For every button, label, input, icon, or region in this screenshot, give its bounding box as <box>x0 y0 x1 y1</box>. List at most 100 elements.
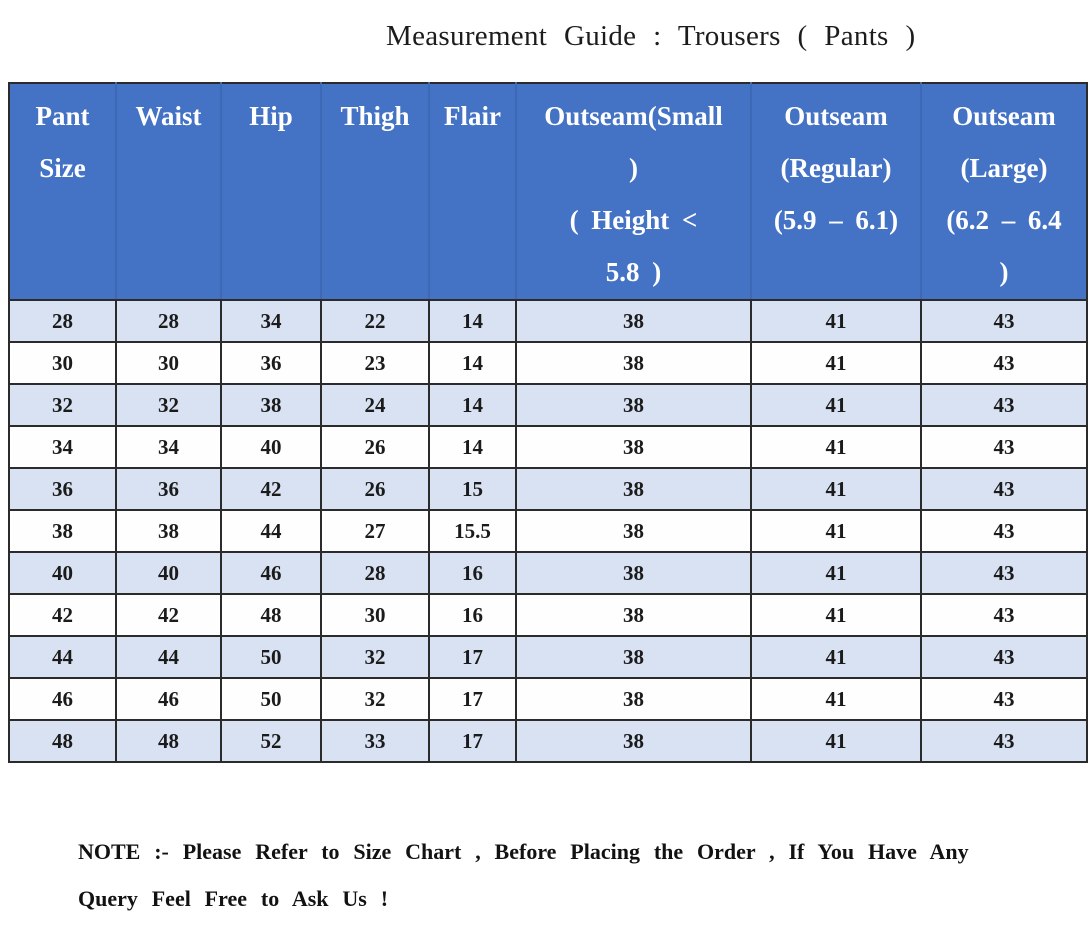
table-cell: 30 <box>8 341 117 385</box>
header-cell-line: Hip <box>249 101 293 131</box>
table-cell: 17 <box>428 677 517 721</box>
header-cell-line: (5.9 – 6.1) <box>773 205 899 235</box>
table-cell: 44 <box>220 509 322 553</box>
table-cell: 15 <box>428 467 517 511</box>
header-cell-line: Waist <box>135 101 202 131</box>
table-cell: 41 <box>750 635 922 679</box>
header-cell-line: ( Height < <box>569 205 698 235</box>
table-cell: 43 <box>920 593 1088 637</box>
header-cell-line: Flair <box>444 101 501 131</box>
table-cell: 48 <box>8 719 117 763</box>
table-header: Pant Size Waist Hip Thigh Flair Outseam(Small)… <box>8 82 1088 301</box>
table-cell: 38 <box>515 467 752 511</box>
header-cell-line: Size <box>39 153 86 183</box>
table-cell: 41 <box>750 383 922 427</box>
table-cell: 17 <box>428 635 517 679</box>
table-cell: 38 <box>115 509 222 553</box>
table-cell: 43 <box>920 425 1088 469</box>
table-cell: 41 <box>750 467 922 511</box>
table-row: 28 28 34 22 14 38 41 43 <box>8 299 1088 343</box>
note-line-1: NOTE :- Please Refer to Size Chart , Bef… <box>78 839 969 864</box>
table-cell: 28 <box>115 299 222 343</box>
header-cell-line: Outseam <box>952 101 1056 131</box>
header-cell: Outseam (Regular) (5.9 – 6.1) <box>750 82 922 301</box>
table-cell: 15.5 <box>428 509 517 553</box>
table-cell: 43 <box>920 677 1088 721</box>
table-cell: 41 <box>750 593 922 637</box>
header-cell-line: Pant <box>35 101 90 131</box>
table-row: 42 42 48 30 16 38 41 43 <box>8 593 1088 637</box>
table-row: 40 40 46 28 16 38 41 43 <box>8 551 1088 595</box>
table-cell: 22 <box>320 299 430 343</box>
table-row: 32 32 38 24 14 38 41 43 <box>8 383 1088 427</box>
table-cell: 38 <box>515 383 752 427</box>
table-cell: 27 <box>320 509 430 553</box>
table-cell: 34 <box>220 299 322 343</box>
header-cell-line: (Large) <box>960 153 1048 183</box>
note-line-2: Query Feel Free to Ask Us ! <box>78 886 389 911</box>
header-cell-line: Outseam(Small <box>544 101 723 131</box>
table-cell: 38 <box>220 383 322 427</box>
table-cell: 43 <box>920 509 1088 553</box>
table-cell: 33 <box>320 719 430 763</box>
table-cell: 43 <box>920 299 1088 343</box>
header-cell-line: Thigh <box>340 101 410 131</box>
header-row: Pant Size Waist Hip Thigh Flair Outseam(Small)… <box>8 82 1088 301</box>
header-cell-line: ) <box>629 153 638 183</box>
table-cell: 23 <box>320 341 430 385</box>
table-cell: 43 <box>920 467 1088 511</box>
header-cell-line: (Regular) <box>780 153 892 183</box>
header-cell: Waist <box>115 82 222 301</box>
table-cell: 43 <box>920 341 1088 385</box>
table-cell: 43 <box>920 719 1088 763</box>
header-cell: Flair <box>428 82 517 301</box>
table-cell: 41 <box>750 341 922 385</box>
table-cell: 40 <box>115 551 222 595</box>
table-row: 34 34 40 26 14 38 41 43 <box>8 425 1088 469</box>
table-cell: 52 <box>220 719 322 763</box>
table-cell: 16 <box>428 593 517 637</box>
table-cell: 40 <box>220 425 322 469</box>
table-cell: 43 <box>920 551 1088 595</box>
header-cell: Outseam (Large) (6.2 – 6.4) <box>920 82 1088 301</box>
table-row: 46 46 50 32 17 38 41 43 <box>8 677 1088 721</box>
table-cell: 32 <box>8 383 117 427</box>
table-cell: 38 <box>515 677 752 721</box>
table-cell: 42 <box>220 467 322 511</box>
note-text: NOTE :- Please Refer to Size Chart , Bef… <box>78 828 1018 922</box>
table-body: 28 28 34 22 14 38 41 43 30 30 36 23 14 38 41 43 32 32 38 24… <box>8 299 1088 763</box>
table-row: 44 44 50 32 17 38 41 43 <box>8 635 1088 679</box>
table-cell: 14 <box>428 425 517 469</box>
header-cell: Hip <box>220 82 322 301</box>
table-row: 36 36 42 26 15 38 41 43 <box>8 467 1088 511</box>
table-cell: 36 <box>115 467 222 511</box>
header-cell: Pant Size <box>8 82 117 301</box>
table-cell: 48 <box>220 593 322 637</box>
header-cell-line: (6.2 – 6.4 <box>946 205 1062 235</box>
header-cell-line: 5.8 ) <box>605 257 662 287</box>
table-cell: 42 <box>115 593 222 637</box>
header-cell-line: Outseam <box>784 101 888 131</box>
table-cell: 38 <box>515 635 752 679</box>
table-cell: 28 <box>8 299 117 343</box>
table-cell: 41 <box>750 677 922 721</box>
table-cell: 28 <box>320 551 430 595</box>
table-cell: 32 <box>115 383 222 427</box>
table-cell: 46 <box>220 551 322 595</box>
header-cell: Thigh <box>320 82 430 301</box>
table-cell: 41 <box>750 719 922 763</box>
table-cell: 26 <box>320 425 430 469</box>
table-cell: 50 <box>220 677 322 721</box>
table-cell: 50 <box>220 635 322 679</box>
table-row: 38 38 44 27 15.5 38 41 43 <box>8 509 1088 553</box>
table-cell: 38 <box>515 593 752 637</box>
table-cell: 38 <box>515 551 752 595</box>
size-chart-table: Pant Size Waist Hip Thigh Flair Outseam(Small)… <box>8 82 1088 763</box>
table-cell: 41 <box>750 509 922 553</box>
table-cell: 26 <box>320 467 430 511</box>
table-cell: 38 <box>515 425 752 469</box>
table-cell: 38 <box>515 299 752 343</box>
table-cell: 46 <box>115 677 222 721</box>
table-cell: 40 <box>8 551 117 595</box>
table-cell: 44 <box>115 635 222 679</box>
